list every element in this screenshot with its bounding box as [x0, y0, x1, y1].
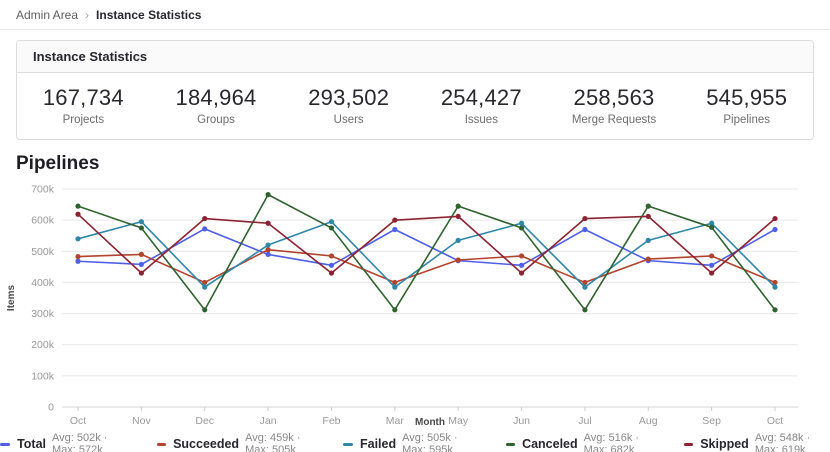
pipelines-section-title: Pipelines [16, 153, 100, 174]
svg-text:Mar: Mar [386, 415, 405, 427]
stat-projects: 167,734 Projects [17, 85, 150, 126]
legend-total-stats: Avg: 502k · Max: 572k [52, 432, 108, 452]
card-title: Instance Statistics [17, 41, 813, 73]
chart-legend: Total Avg: 502k · Max: 572k Succeeded Av… [0, 432, 830, 452]
svg-text:400k: 400k [31, 277, 55, 289]
svg-text:200k: 200k [31, 339, 55, 351]
legend-item-total[interactable]: Total Avg: 502k · Max: 572k [0, 432, 131, 452]
stat-merge-requests-label: Merge Requests [571, 114, 657, 126]
svg-text:Sep: Sep [702, 415, 721, 427]
svg-text:Aug: Aug [639, 415, 658, 427]
stat-groups-value: 184,964 [175, 85, 257, 110]
legend-failed-stats: Avg: 505k · Max: 595k [402, 432, 458, 452]
svg-text:100k: 100k [31, 370, 55, 382]
stat-pipelines: 545,955 Pipelines [680, 85, 813, 126]
svg-text:Jan: Jan [260, 415, 277, 427]
svg-text:Nov: Nov [132, 415, 151, 427]
skipped-line-swatch-icon [683, 442, 694, 446]
succeeded-line-swatch-icon [156, 442, 167, 446]
legend-item-canceled[interactable]: Canceled Avg: 516k · Max: 682k [505, 432, 658, 452]
breadcrumb: Admin Area › Instance Statistics [0, 0, 830, 30]
legend-item-failed[interactable]: Failed Avg: 505k · Max: 595k [343, 432, 480, 452]
svg-text:700k: 700k [31, 184, 55, 196]
stat-issues-label: Issues [464, 114, 498, 126]
instance-statistics-card: Instance Statistics 167,734 Projects 184… [16, 40, 814, 140]
stat-merge-requests: 258,563 Merge Requests [548, 85, 681, 126]
svg-text:Dec: Dec [195, 415, 214, 427]
pipelines-chart-canvas[interactable]: 0 100k 200k 300k 400k 500k 600k 700k Oct Nov Dec Ja… [0, 177, 830, 428]
stat-groups: 184,964 Groups [150, 85, 283, 126]
svg-text:May: May [448, 415, 469, 427]
stat-users-value: 293,502 [308, 85, 390, 110]
stat-projects-label: Projects [62, 114, 105, 126]
legend-failed-name: Failed [359, 437, 397, 451]
stat-groups-label: Groups [197, 114, 235, 126]
failed-line-swatch-icon [343, 442, 353, 446]
svg-text:Month: Month [415, 417, 445, 427]
breadcrumb-admin-area[interactable]: Admin Area [16, 8, 79, 22]
svg-text:500k: 500k [31, 246, 55, 258]
stats-row: 167,734 Projects 184,964 Groups 293,502 … [17, 73, 813, 139]
stat-users: 293,502 Users [282, 85, 415, 126]
stat-issues: 254,427 Issues [415, 85, 548, 126]
breadcrumb-instance-statistics[interactable]: Instance Statistics [96, 8, 202, 22]
svg-text:300k: 300k [31, 308, 55, 320]
stat-pipelines-label: Pipelines [723, 114, 771, 126]
legend-skipped-stats: Avg: 548k · Max: 619k [754, 432, 811, 452]
legend-item-succeeded[interactable]: Succeeded Avg: 459k · Max: 505k [156, 432, 317, 452]
stat-issues-value: 254,427 [440, 85, 522, 110]
stat-projects-value: 167,734 [42, 85, 124, 110]
legend-canceled-name: Canceled [522, 437, 578, 451]
legend-canceled-stats: Avg: 516k · Max: 682k [583, 432, 640, 452]
stat-merge-requests-value: 258,563 [573, 85, 655, 110]
total-line-swatch-icon [0, 442, 11, 446]
svg-text:Oct: Oct [767, 415, 783, 427]
svg-text:600k: 600k [31, 215, 55, 227]
breadcrumb-separator-icon: › [85, 8, 90, 22]
svg-text:Items: Items [6, 285, 17, 312]
legend-item-skipped[interactable]: Skipped Avg: 548k · Max: 619k [683, 432, 830, 452]
canceled-line-swatch-icon [505, 442, 516, 446]
svg-text:Jun: Jun [513, 415, 530, 427]
svg-text:Feb: Feb [322, 415, 340, 427]
svg-text:Oct: Oct [70, 415, 86, 427]
stat-pipelines-value: 545,955 [706, 85, 788, 110]
stat-users-label: Users [333, 114, 364, 126]
legend-skipped-name: Skipped [700, 437, 749, 451]
legend-total-name: Total [17, 437, 47, 451]
svg-text:Jul: Jul [578, 415, 591, 427]
legend-succeeded-name: Succeeded [173, 437, 240, 451]
svg-text:0: 0 [48, 402, 54, 414]
pipelines-chart: 0 100k 200k 300k 400k 500k 600k 700k Oct Nov Dec Ja… [0, 177, 830, 432]
legend-succeeded-stats: Avg: 459k · Max: 505k [245, 432, 301, 452]
